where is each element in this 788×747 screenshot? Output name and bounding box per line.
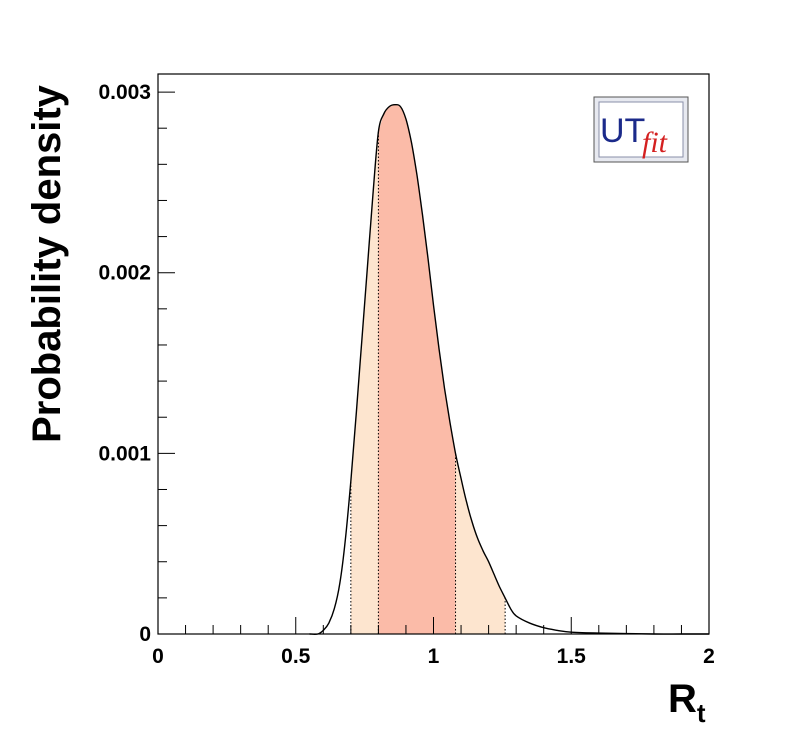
utfit-logo: UT fit <box>593 96 689 163</box>
y-axis-title: Probability density <box>25 84 69 443</box>
logo-main-text: UT <box>600 112 645 150</box>
x-axis-title: Rt <box>668 677 706 728</box>
x-axis-title-subscript: t <box>697 698 706 728</box>
x-tick-label: 0.5 <box>281 645 311 668</box>
x-axis-title-main: R <box>668 677 697 721</box>
y-tick-label: 0.003 <box>98 81 151 104</box>
y-tick-label: 0 <box>139 623 151 646</box>
interval-fill-68% <box>378 104 456 634</box>
axis-ticks <box>157 91 710 635</box>
tick-labels: 0 0.5 1 1.5 2 0 0.001 0.002 0.003 <box>98 81 714 668</box>
x-tick-label: 2 <box>703 645 715 668</box>
credible-intervals <box>350 104 506 634</box>
y-tick-label: 0.001 <box>98 442 151 465</box>
logo-sub-text: fit <box>642 126 668 159</box>
y-tick-label: 0.002 <box>98 262 151 285</box>
x-tick-label: 0 <box>152 645 164 668</box>
density-curve <box>309 103 709 635</box>
x-tick-label: 1 <box>428 645 440 668</box>
density-curve-layer <box>309 103 709 635</box>
x-tick-label: 1.5 <box>557 645 587 668</box>
